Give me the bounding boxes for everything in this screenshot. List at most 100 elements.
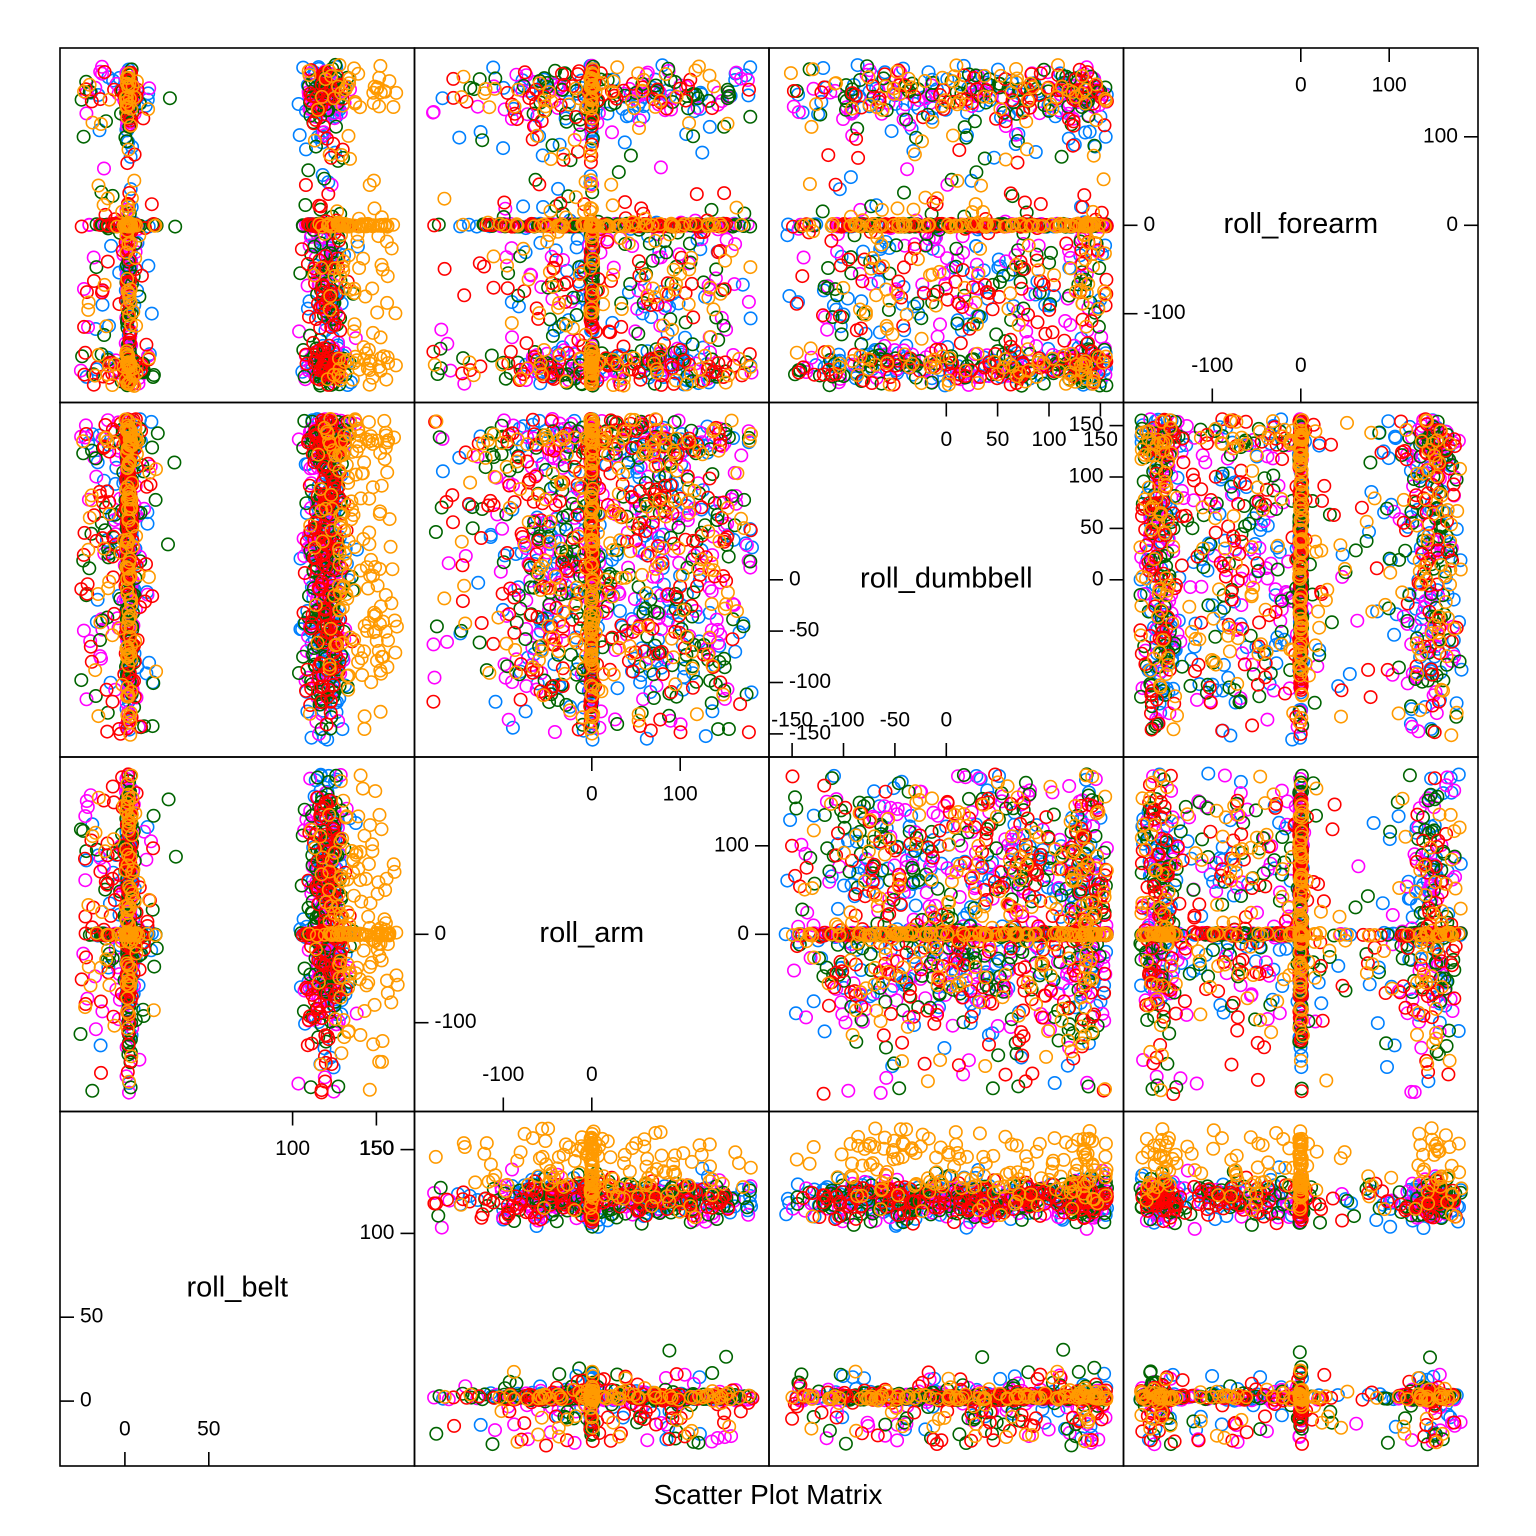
data-point	[292, 128, 307, 143]
data-point	[145, 440, 160, 455]
data-point	[361, 909, 376, 924]
points-layer	[73, 57, 1469, 1453]
data-point	[76, 946, 91, 961]
data-point	[389, 968, 404, 983]
data-point	[76, 446, 91, 461]
data-point	[692, 1426, 707, 1441]
data-point	[361, 857, 376, 872]
data-point	[162, 91, 177, 106]
data-point	[73, 822, 88, 837]
data-point	[383, 539, 398, 554]
data-point	[373, 704, 388, 719]
data-point	[144, 414, 159, 429]
data-point	[365, 281, 380, 296]
data-point	[147, 959, 162, 974]
data-point	[102, 978, 117, 993]
data-point	[301, 163, 316, 178]
data-point	[363, 552, 378, 567]
data-point	[139, 852, 154, 867]
data-point	[136, 1008, 151, 1023]
data-point	[144, 306, 159, 321]
data-point	[123, 1080, 138, 1095]
data-point	[434, 1220, 449, 1235]
data-point	[91, 848, 106, 863]
data-point	[388, 306, 403, 321]
data-point	[362, 377, 377, 392]
data-point	[132, 1052, 147, 1067]
data-point	[148, 492, 163, 507]
data-point	[362, 959, 377, 974]
data-point	[82, 510, 97, 525]
data-point	[379, 372, 394, 387]
data-point	[298, 198, 313, 213]
data-point	[473, 1417, 488, 1432]
data-point	[161, 537, 176, 552]
data-point	[385, 562, 400, 577]
data-point	[357, 709, 372, 724]
data-point	[74, 673, 89, 688]
data-point	[136, 1002, 151, 1017]
panel-roll_arm-vs-roll_belt	[427, 1121, 760, 1453]
data-point	[102, 92, 117, 107]
data-point	[362, 491, 377, 506]
data-point	[378, 882, 393, 897]
data-point	[303, 771, 318, 786]
data-point	[168, 219, 183, 234]
data-point	[81, 302, 96, 317]
panel-roll_belt-vs-roll_forearm	[73, 57, 404, 393]
data-point	[97, 161, 112, 176]
data-point	[318, 1034, 333, 1049]
data-point	[379, 871, 394, 886]
data-point	[79, 853, 94, 868]
data-point	[363, 818, 378, 833]
data-point	[93, 1038, 108, 1053]
data-point	[294, 242, 309, 257]
data-point	[333, 767, 348, 782]
data-point	[334, 1046, 349, 1061]
data-point	[304, 730, 319, 745]
data-point	[317, 1070, 332, 1085]
data-point	[353, 768, 368, 783]
data-point	[146, 841, 161, 856]
data-point	[380, 465, 395, 480]
data-point	[93, 851, 108, 866]
data-point	[372, 1054, 387, 1069]
data-point	[363, 896, 378, 911]
data-point	[356, 943, 371, 958]
data-point	[78, 909, 93, 924]
data-point	[100, 254, 115, 269]
data-point	[370, 305, 385, 320]
data-point	[349, 1006, 364, 1021]
data-point	[387, 864, 402, 879]
data-point	[105, 694, 120, 709]
data-point	[364, 675, 379, 690]
data-point	[85, 115, 100, 130]
data-point	[357, 1003, 372, 1018]
data-point	[145, 719, 160, 734]
data-point	[354, 651, 369, 666]
data-point	[105, 951, 120, 966]
data-point	[150, 426, 165, 441]
data-point	[379, 973, 394, 988]
data-point	[121, 1047, 136, 1062]
data-point	[168, 849, 183, 864]
data-point	[88, 825, 103, 840]
data-point	[372, 807, 387, 822]
data-point	[355, 781, 370, 796]
data-point	[341, 128, 356, 143]
data-point	[75, 349, 90, 364]
data-point	[167, 455, 182, 470]
data-point	[85, 1083, 100, 1098]
data-point	[365, 480, 380, 495]
data-point	[99, 682, 114, 697]
data-point	[326, 1060, 341, 1075]
data-point	[89, 469, 104, 484]
data-point	[146, 676, 161, 691]
data-point	[373, 58, 388, 73]
data-point	[74, 972, 89, 987]
data-point	[144, 834, 159, 849]
panel-roll_belt-vs-roll_arm	[73, 767, 405, 1100]
data-point	[291, 1076, 306, 1091]
data-point	[161, 792, 176, 807]
